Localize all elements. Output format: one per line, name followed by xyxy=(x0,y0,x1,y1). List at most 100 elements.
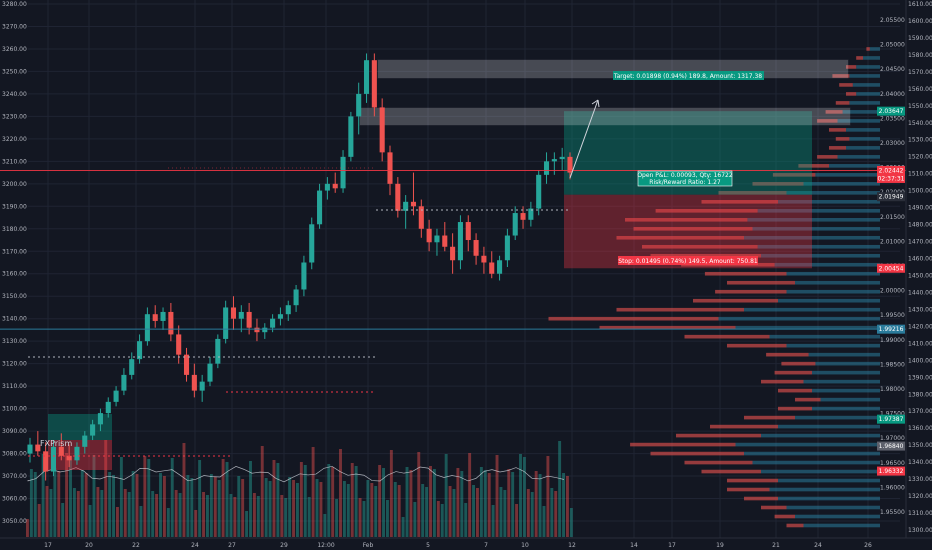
candle-body[interactable] xyxy=(348,116,354,157)
candle-body[interactable] xyxy=(450,246,456,261)
candle-body[interactable] xyxy=(199,381,205,391)
volume-bar xyxy=(354,466,358,537)
candle-body[interactable] xyxy=(371,60,377,108)
left-axis-tick: 3130.00 xyxy=(2,338,27,345)
candle-body[interactable] xyxy=(332,183,338,189)
ratio-axis-tick: 2.03000 xyxy=(880,140,905,147)
candle-body[interactable] xyxy=(285,305,291,315)
candle-body[interactable] xyxy=(43,451,49,472)
ratio-axis-tick: 1.99500 xyxy=(880,312,905,319)
volume-profile-bar-down xyxy=(774,370,812,375)
candle-body[interactable] xyxy=(35,444,41,452)
volume-profile-bar-down xyxy=(684,334,770,339)
candle-body[interactable] xyxy=(176,334,182,355)
candle-body[interactable] xyxy=(363,60,370,94)
left-axis-tick: 3080.00 xyxy=(2,451,27,458)
candle-body[interactable] xyxy=(410,201,417,207)
candle-body[interactable] xyxy=(97,413,103,425)
candle-body[interactable] xyxy=(223,307,229,339)
candle-body[interactable] xyxy=(387,152,393,184)
candle-body[interactable] xyxy=(270,318,276,328)
volume-bar xyxy=(519,454,522,537)
resistance-box-lower[interactable] xyxy=(359,107,851,126)
candle-body[interactable] xyxy=(340,156,346,189)
candle-body[interactable] xyxy=(481,255,487,263)
candle-body[interactable] xyxy=(356,93,362,117)
candle-body[interactable] xyxy=(74,446,80,461)
ratio-axis-tick: 2.00000 xyxy=(880,288,905,295)
candle-body[interactable] xyxy=(497,260,503,274)
open-pnl-box[interactable] xyxy=(637,170,733,187)
candle-body[interactable] xyxy=(58,446,64,456)
candle-body[interactable] xyxy=(121,374,127,391)
candle-body[interactable] xyxy=(113,390,119,402)
grid-lines xyxy=(28,0,900,538)
candle-body[interactable] xyxy=(403,201,409,211)
candle-body[interactable] xyxy=(434,235,440,243)
candle-body[interactable] xyxy=(262,327,268,333)
candle-body[interactable] xyxy=(512,213,518,236)
candle-body[interactable] xyxy=(254,327,260,333)
candle-body[interactable] xyxy=(473,240,479,256)
candle-body[interactable] xyxy=(317,190,323,225)
candle-body[interactable] xyxy=(246,311,252,328)
candle-body[interactable] xyxy=(168,311,174,335)
left-axis-tick: 3240.00 xyxy=(2,91,27,98)
candle-body[interactable] xyxy=(309,224,315,263)
volume-profile-bar-down xyxy=(727,343,787,348)
left-axis-tick: 3270.00 xyxy=(2,23,27,30)
candle-body[interactable] xyxy=(528,208,534,220)
candle-body[interactable] xyxy=(90,424,96,436)
volume-axis-tick: 1470.00 xyxy=(908,239,932,246)
volume-profile-bar-down xyxy=(630,442,736,447)
volume-bar xyxy=(41,454,45,537)
candle-body[interactable] xyxy=(137,341,143,360)
candle-body[interactable] xyxy=(238,311,244,319)
candle-body[interactable] xyxy=(324,183,330,191)
volume-bar xyxy=(182,443,186,537)
candle-body[interactable] xyxy=(465,222,471,241)
ratio-axis-tick: 2.01500 xyxy=(880,214,905,221)
candle-body[interactable] xyxy=(152,314,158,321)
candle-body[interactable] xyxy=(379,107,385,153)
candle-body[interactable] xyxy=(27,444,33,454)
volume-profile-bar-up xyxy=(849,137,880,141)
candle-body[interactable] xyxy=(457,222,463,261)
candle-body[interactable] xyxy=(82,435,88,447)
candle-body[interactable] xyxy=(160,311,166,321)
candle-body[interactable] xyxy=(144,314,150,342)
candle-body[interactable] xyxy=(504,235,510,261)
candle-body[interactable] xyxy=(129,359,135,375)
volume-bar xyxy=(84,473,88,537)
candle-body[interactable] xyxy=(105,401,111,414)
candle-body[interactable] xyxy=(66,455,72,461)
candle-body[interactable] xyxy=(395,183,401,211)
candle-body[interactable] xyxy=(536,174,542,209)
x-axis-tick: 22 xyxy=(132,542,140,549)
candle-body[interactable] xyxy=(183,354,190,375)
candle-body[interactable] xyxy=(426,228,432,243)
volume-profile-bar-up xyxy=(852,83,880,87)
candle-body[interactable] xyxy=(230,307,237,319)
volume-profile-bar-up xyxy=(856,65,880,69)
candle-body[interactable] xyxy=(191,374,197,391)
candle-body[interactable] xyxy=(567,156,573,173)
candle-body[interactable] xyxy=(301,262,307,290)
candle-body[interactable] xyxy=(293,289,299,306)
candle-body[interactable] xyxy=(215,338,221,364)
candle-body[interactable] xyxy=(559,156,565,160)
volume-bar xyxy=(57,471,61,537)
candle-body[interactable] xyxy=(551,159,557,162)
candles-layer[interactable] xyxy=(27,53,573,481)
candle-body[interactable] xyxy=(520,213,526,220)
candle-body[interactable] xyxy=(277,314,283,319)
candle-body[interactable] xyxy=(489,262,495,274)
candle-body[interactable] xyxy=(442,235,448,247)
volume-bar xyxy=(233,497,237,537)
volume-bar xyxy=(491,505,495,537)
candle-body[interactable] xyxy=(50,446,57,472)
candle-body[interactable] xyxy=(418,206,424,229)
candle-body[interactable] xyxy=(543,161,550,175)
candle-body[interactable] xyxy=(207,363,213,382)
